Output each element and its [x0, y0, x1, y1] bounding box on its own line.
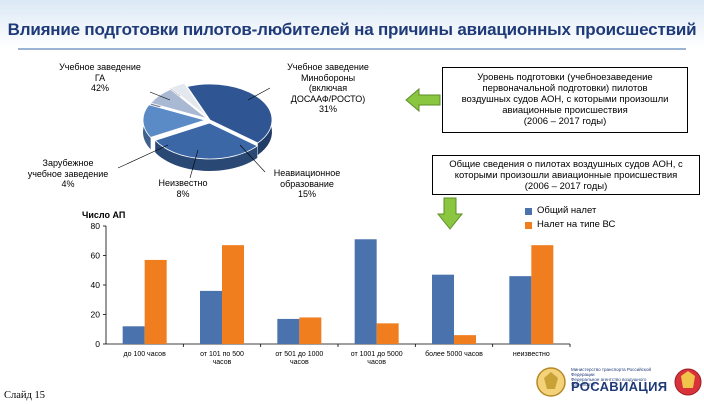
legend-label-total: Общий налет [537, 205, 597, 216]
x-tick-label: до 100 часов [124, 351, 167, 358]
bar-type-3 [376, 323, 399, 344]
legend-item-total: Общий налет [525, 204, 615, 218]
bar-total-3 [354, 239, 377, 344]
pie-slice-military [154, 122, 259, 160]
y-tick-label: 80 [91, 221, 101, 231]
y-tick-label: 0 [95, 339, 100, 349]
bar-total-2 [277, 318, 300, 344]
x-tick-label: более 5000 часов [425, 350, 483, 358]
pie-slice-foreign [169, 82, 208, 118]
x-tick-label: от 101 по 500 часов [200, 351, 244, 366]
x-tick-label: неизвестно [513, 351, 550, 358]
x-tick-label: от 1001 до 5000 часов [351, 351, 403, 366]
bar-type-1 [222, 245, 244, 344]
pie-leader-line [239, 144, 266, 173]
emblem-icons [536, 367, 702, 397]
pie-label-ga: Учебное заведение ГА 42% [59, 62, 141, 93]
bar-total-1 [200, 290, 222, 344]
y-tick-label: 60 [91, 251, 101, 261]
down-arrow-icon [436, 197, 464, 230]
x-tick-label: от 501 до 1000 часов [275, 351, 323, 366]
slide-title: Влияние подготовки пилотов-любителей на … [7, 20, 697, 39]
title-divider [18, 48, 686, 50]
pie-label-foreign: Зарубежное учебное заведение 4% [27, 158, 109, 189]
y-axis-label: Число АП [82, 210, 126, 220]
pie-leader-line [247, 87, 271, 101]
bar-description-box: Общие сведения о пилотах воздушных судов… [432, 155, 700, 195]
legend-swatch-type [525, 221, 532, 229]
bar-type-5 [531, 245, 554, 344]
slide-number: Слайд 15 [4, 390, 45, 401]
bar-type-0 [144, 259, 167, 344]
pie-leader-line [149, 91, 171, 101]
bar-type-2 [299, 317, 322, 344]
legend-swatch-total [525, 207, 532, 215]
pie-slice-military-side [155, 140, 258, 171]
bar-total-4 [432, 274, 454, 344]
legend-label-type: Налет на типе ВС [537, 219, 616, 230]
y-tick-label: 40 [91, 280, 101, 290]
pie-leader-line [189, 149, 199, 179]
rosaviatsia-logo: Министерство транспорта Российской Федер… [533, 362, 703, 402]
pie-label-unknown: Неизвестно 8% [158, 178, 208, 199]
pie-label-nonaviation: Неавиационное образование 15% [273, 168, 341, 199]
logo-brand: РОСАВИАЦИЯ [571, 379, 668, 394]
bar-total-5 [509, 276, 532, 344]
pie-label-military: Учебное заведение Минобороны (включая ДО… [287, 62, 369, 114]
legend-item-type: Налет на типе ВС [525, 218, 615, 232]
left-arrow-icon [405, 87, 441, 113]
bar-type-4 [454, 335, 476, 344]
pie-slice-nonaviation [142, 104, 207, 138]
logo-ministry-text: Министерство транспорта Российской Федер… [571, 367, 651, 387]
y-tick-label: 20 [91, 310, 101, 320]
pie-leader-line [117, 144, 169, 169]
pie-description-box: Уровень подготовки (учебноезаведение пер… [442, 67, 688, 133]
bar-total-0 [122, 326, 145, 344]
chart-legend: Общий налет Налет на типе ВС [525, 204, 615, 232]
